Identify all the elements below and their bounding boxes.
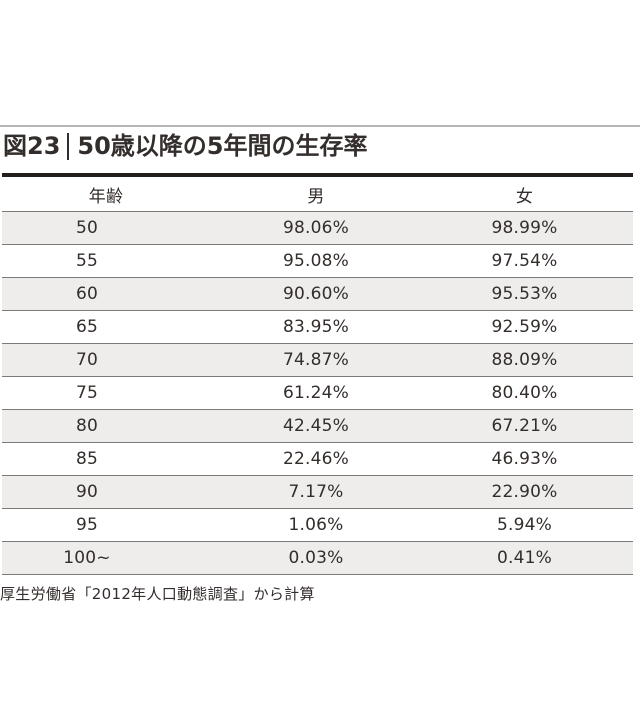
male-rate-cell: 1.06% [288,515,344,535]
table-row: 85 22.46% 46.93% [2,442,633,476]
age-cell: 80 [75,416,99,436]
male-rate-cell: 42.45% [282,416,350,436]
table-row: 65 83.95% 92.59% [2,310,633,344]
female-rate-cell: 46.93% [491,449,558,469]
age-cell: 70 [75,350,99,370]
top-rule [0,125,640,127]
table-row: 70 74.87% 88.09% [2,343,633,377]
male-rate-cell: 0.03% [288,548,344,568]
female-rate-cell: 5.94% [496,515,552,535]
age-cell: 90 [75,482,99,502]
column-header-age: 年齢 [2,175,172,212]
female-rate-cell: 67.21% [491,416,558,436]
title-divider [67,132,70,160]
female-rate-cell: 97.54% [491,251,558,271]
female-rate-cell: 0.41% [496,548,552,568]
age-cell: 60 [75,284,99,304]
male-rate-cell: 90.60% [282,284,350,304]
column-header-female: 女 [460,175,633,212]
figure-title: 図23 50歳以降の5年間の生存率 [3,130,368,162]
female-rate-cell: 95.53% [491,284,558,304]
male-rate-cell: 61.24% [282,383,350,403]
age-cell: 50 [75,218,99,238]
male-rate-cell: 98.06% [282,218,350,238]
age-cell: 75 [75,383,99,403]
source-note: 厚生労働省「2012年人口動態調査」から計算 [0,585,315,603]
age-cell: 65 [75,317,99,337]
table-row: 75 61.24% 80.40% [2,376,633,410]
table-row: 80 42.45% 67.21% [2,409,633,443]
age-cell: 100~ [63,548,111,568]
table-row: 95 1.06% 5.94% [2,508,633,542]
figure-title-text: 50歳以降の5年間の生存率 [77,132,368,160]
male-rate-cell: 83.95% [282,317,350,337]
female-rate-cell: 88.09% [491,350,558,370]
column-header-male: 男 [172,175,460,212]
figure-label: 図23 [3,132,61,160]
table-row: 50 98.06% 98.99% [2,211,633,245]
age-cell: 85 [75,449,99,469]
table-row: 60 90.60% 95.53% [2,277,633,311]
female-rate-cell: 98.99% [491,218,558,238]
male-rate-cell: 74.87% [282,350,350,370]
male-rate-cell: 22.46% [282,449,350,469]
female-rate-cell: 22.90% [491,482,558,502]
table-row: 100~ 0.03% 0.41% [2,541,633,575]
header-row: 年齢 男 女 [2,175,633,212]
table-row: 90 7.17% 22.90% [2,475,633,509]
age-cell: 55 [75,251,99,271]
survival-table-wrap: 年齢 男 女 50 98.06% 98.99% 55 95.08% 97.54%… [2,173,633,575]
female-rate-cell: 80.40% [491,383,558,403]
table-row: 55 95.08% 97.54% [2,244,633,278]
male-rate-cell: 7.17% [288,482,344,502]
male-rate-cell: 95.08% [282,251,350,271]
survival-table: 年齢 男 女 50 98.06% 98.99% 55 95.08% 97.54%… [2,173,633,575]
female-rate-cell: 92.59% [491,317,558,337]
age-cell: 95 [75,515,99,535]
